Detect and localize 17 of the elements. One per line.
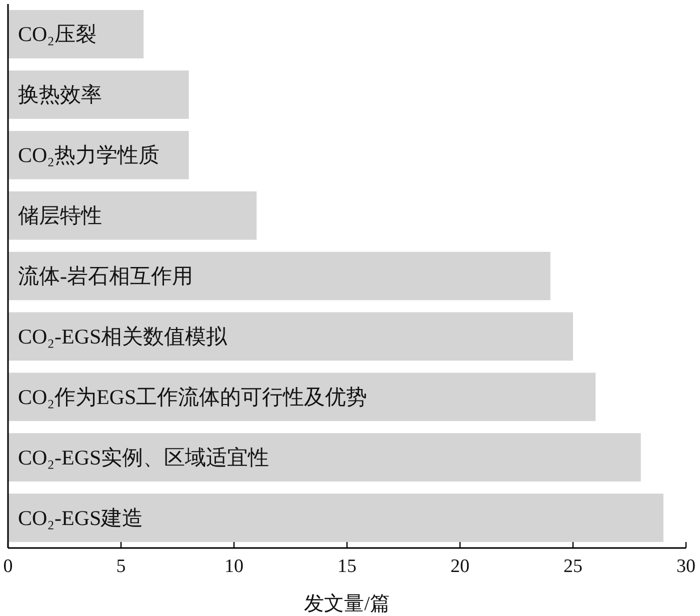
y-tick-label: 换热效率 [18, 82, 102, 107]
x-tick-label: 0 [3, 556, 13, 577]
y-tick-label: CO₂-EGS相关数值模拟 [18, 324, 228, 348]
x-tick-label: 20 [450, 556, 470, 577]
x-axis-title: 发文量/篇 [304, 593, 390, 615]
x-tick-label: 30 [676, 556, 696, 577]
y-tick-label: CO₂压裂 [18, 22, 96, 46]
x-tick-label: 5 [116, 556, 126, 577]
x-tick-label: 25 [564, 556, 582, 577]
y-tick-label: 流体-岩石相互作用 [18, 264, 193, 288]
y-tick-label: CO₂-EGS实例、区域适宜性 [18, 445, 270, 470]
y-tick-label: CO₂热力学性质 [18, 143, 160, 168]
x-tick-label: 15 [338, 556, 356, 577]
y-tick-label: CO₂-EGS建造 [18, 506, 144, 530]
y-tick-label: 储层特性 [18, 204, 102, 228]
x-tick-label: 10 [224, 556, 244, 577]
y-tick-label: CO₂作为EGS工作流体的可行性及优势 [18, 384, 368, 409]
